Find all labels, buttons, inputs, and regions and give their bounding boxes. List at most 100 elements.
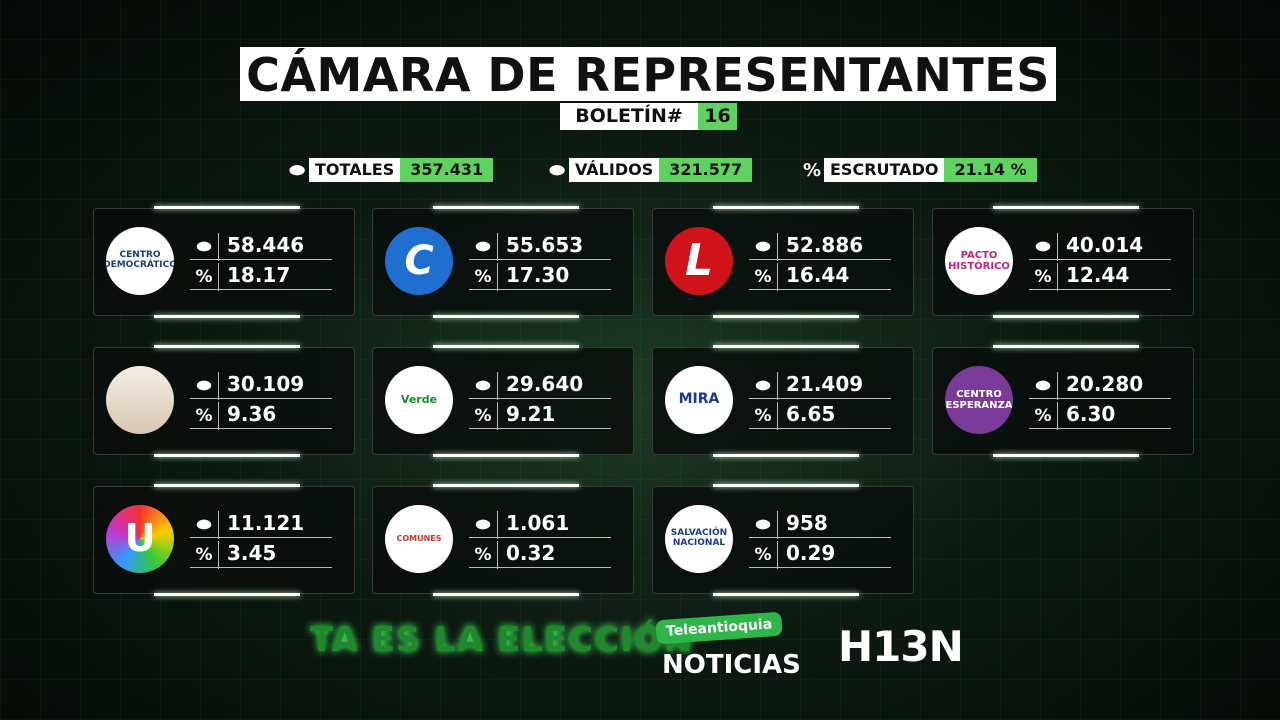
votes-row: ⬬ 1.061 — [469, 509, 611, 539]
show-logo: TA ES LA ELECCIÓN — [310, 620, 694, 660]
summary-label: TOTALES — [309, 158, 401, 182]
accent-bar — [713, 206, 859, 209]
ballot-icon: ⬬ — [749, 233, 778, 261]
accent-bar — [433, 454, 579, 457]
party-card: MIRA ⬬ 21.409% 6.65 — [652, 345, 914, 457]
percent: 18.17 — [227, 263, 291, 287]
bulletin-label: BOLETÍN# — [560, 103, 698, 130]
percent-symbol: % — [190, 402, 219, 430]
accent-bar — [433, 593, 579, 596]
party-card: L ⬬ 52.886% 16.44 — [652, 206, 914, 318]
percent: 9.36 — [227, 402, 277, 426]
summary-value: 21.14 % — [944, 158, 1037, 182]
votes: 30.109 — [227, 372, 305, 396]
party-card: SALVACIÓN NACIONAL ⬬ 958% 0.29 — [652, 484, 914, 596]
party-logo: PACTO HISTÓRICO — [945, 227, 1013, 295]
accent-bar — [154, 345, 300, 348]
percent-row: % 16.44 — [749, 261, 891, 291]
ballot-icon: ⬬ — [190, 511, 219, 539]
percent: 6.65 — [786, 402, 836, 426]
votes-row: ⬬ 52.886 — [749, 231, 891, 261]
votes-row: ⬬ 55.653 — [469, 231, 611, 261]
percent-row: % 18.17 — [190, 261, 332, 291]
ballot-icon: ⬬ — [1029, 372, 1058, 400]
percent-symbol: % — [469, 541, 498, 569]
ballot-icon: ⬬ — [190, 372, 219, 400]
accent-bar — [993, 315, 1139, 318]
accent-bar — [713, 484, 859, 487]
accent-bar — [154, 206, 300, 209]
party-card: CENTRO ESPERANZA ⬬ 20.280% 6.30 — [932, 345, 1194, 457]
channel-sub: NOTICIAS — [662, 650, 801, 680]
percent-row: % 17.30 — [469, 261, 611, 291]
party-logo: U — [106, 505, 174, 573]
accent-bar — [713, 315, 859, 318]
summary-symbol: % — [802, 159, 822, 181]
votes-row: ⬬ 20.280 — [1029, 370, 1171, 400]
party-logo: MIRA — [665, 366, 733, 434]
percent-row: % 6.30 — [1029, 400, 1171, 430]
percent-symbol: % — [749, 541, 778, 569]
votes: 52.886 — [786, 233, 864, 257]
party-card: COMUNES ⬬ 1.061% 0.32 — [372, 484, 634, 596]
summary-value: 321.577 — [659, 158, 753, 182]
votes-row: ⬬ 58.446 — [190, 231, 332, 261]
percent: 0.29 — [786, 541, 836, 565]
votes: 58.446 — [227, 233, 305, 257]
percent: 17.30 — [506, 263, 570, 287]
ballot-icon: ⬬ — [469, 233, 498, 261]
votes-row: ⬬ 11.121 — [190, 509, 332, 539]
ballot-icon: ⬬ — [190, 233, 219, 261]
percent-row: % 9.36 — [190, 400, 332, 430]
percent-symbol: % — [749, 402, 778, 430]
party-logo: SALVACIÓN NACIONAL — [665, 505, 733, 573]
votes: 1.061 — [506, 511, 570, 535]
votes: 29.640 — [506, 372, 584, 396]
summary-label: ESCRUTADO — [824, 158, 945, 182]
party-logo: C — [385, 227, 453, 295]
party-logo: COMUNES — [385, 505, 453, 573]
party-card: PACTO HISTÓRICO ⬬ 40.014% 12.44 — [932, 206, 1194, 318]
ballot-icon: ⬬ — [749, 511, 778, 539]
accent-bar — [154, 315, 300, 318]
percent: 16.44 — [786, 263, 850, 287]
party-logo — [106, 366, 174, 434]
votes: 11.121 — [227, 511, 305, 535]
votes: 40.014 — [1066, 233, 1144, 257]
party-logo: CENTRO ESPERANZA — [945, 366, 1013, 434]
accent-bar — [993, 206, 1139, 209]
party-card: C ⬬ 55.653 % 17.30 — [372, 206, 634, 318]
summary-value: 357.431 — [400, 158, 494, 182]
percent-row: % 0.32 — [469, 539, 611, 569]
accent-bar — [154, 484, 300, 487]
percent-row: % 9.21 — [469, 400, 611, 430]
summary-label: VÁLIDOS — [569, 158, 660, 182]
accent-bar — [433, 345, 579, 348]
summary-item: % ESCRUTADO 21.14 % — [800, 158, 1037, 182]
party-card: ⬬ 30.109% 9.36 — [93, 345, 355, 457]
percent: 6.30 — [1066, 402, 1116, 426]
votes: 21.409 — [786, 372, 864, 396]
votes-row: ⬬ 958 — [749, 509, 891, 539]
votes: 958 — [786, 511, 828, 535]
percent-symbol: % — [749, 263, 778, 291]
ballot-icon: ⬬ — [289, 159, 305, 181]
votes-row: ⬬ 40.014 — [1029, 231, 1171, 261]
votes: 55.653 — [506, 233, 584, 257]
accent-bar — [154, 454, 300, 457]
percent-symbol: % — [469, 402, 498, 430]
votes-row: ⬬ 21.409 — [749, 370, 891, 400]
accent-bar — [993, 345, 1139, 348]
ballot-icon: ⬬ — [469, 372, 498, 400]
votes: 20.280 — [1066, 372, 1144, 396]
percent-row: % 12.44 — [1029, 261, 1171, 291]
percent-symbol: % — [1029, 402, 1058, 430]
ballot-icon: ⬬ — [549, 159, 565, 181]
percent-row: % 3.45 — [190, 539, 332, 569]
bulletin-number: 16 — [698, 103, 737, 130]
percent: 9.21 — [506, 402, 556, 426]
party-card: U ⬬ 11.121 % 3.45 — [93, 484, 355, 596]
brand: H13N — [838, 622, 964, 671]
ballot-icon: ⬬ — [749, 372, 778, 400]
